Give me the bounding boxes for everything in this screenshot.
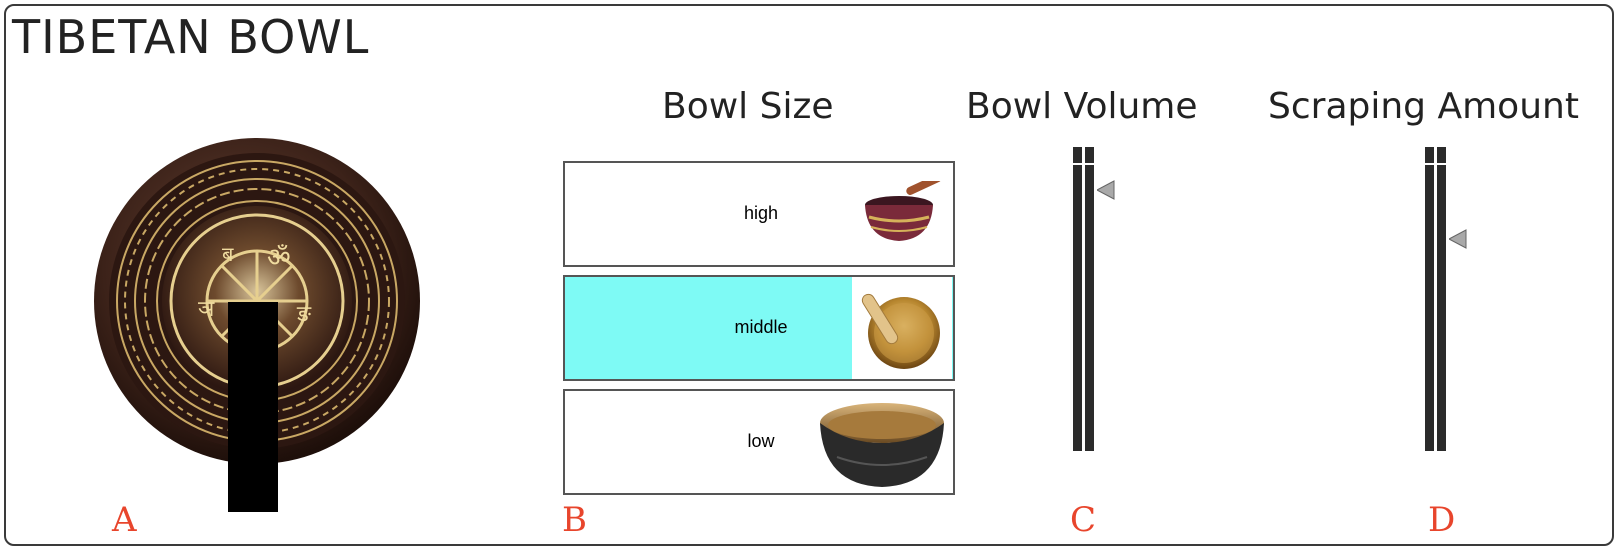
scraping-amount-handle[interactable] bbox=[1449, 229, 1467, 249]
size-option-label: high bbox=[743, 203, 779, 223]
scraping-amount-heading: Scraping Amount bbox=[1268, 86, 1579, 127]
app-title: TIBETAN BOWL bbox=[12, 10, 370, 64]
svg-text:ब: ब bbox=[222, 242, 234, 266]
svg-text:ॐ: ॐ bbox=[267, 243, 291, 273]
slider-rail bbox=[1425, 147, 1434, 451]
bowl-volume-handle[interactable] bbox=[1097, 180, 1115, 201]
large-dark-bowl-icon bbox=[820, 403, 944, 487]
bowl-volume-slider[interactable] bbox=[1073, 147, 1115, 451]
scraping-amount-slider[interactable] bbox=[1425, 147, 1467, 451]
svg-text:ञ: ञ bbox=[198, 297, 215, 322]
size-option-middle[interactable]: middle bbox=[563, 275, 955, 381]
bowl-size-heading: Bowl Size bbox=[662, 86, 834, 127]
tibetan-bowl-image: ॐ ञ ङ ब bbox=[94, 138, 420, 464]
slider-cap bbox=[1073, 163, 1095, 165]
section-letter-a: A bbox=[112, 500, 137, 540]
section-letter-c: C bbox=[1070, 500, 1097, 540]
size-option-high[interactable]: high bbox=[563, 161, 955, 267]
slider-rail bbox=[1073, 147, 1082, 451]
slider-cap bbox=[1425, 163, 1447, 165]
size-option-label: low bbox=[747, 431, 775, 451]
striker-stick[interactable] bbox=[228, 302, 278, 512]
svg-text:ङ: ङ bbox=[296, 302, 312, 327]
section-letter-b: B bbox=[562, 500, 587, 540]
size-option-label: middle bbox=[734, 317, 788, 337]
slider-rail bbox=[1437, 147, 1446, 451]
golden-bowl-with-stick-icon bbox=[861, 293, 940, 369]
slider-rail bbox=[1085, 147, 1094, 451]
section-letter-d: D bbox=[1428, 500, 1456, 540]
small-red-bowl-icon bbox=[865, 181, 942, 241]
bowl-volume-heading: Bowl Volume bbox=[966, 86, 1198, 127]
size-option-low[interactable]: low bbox=[563, 389, 955, 495]
